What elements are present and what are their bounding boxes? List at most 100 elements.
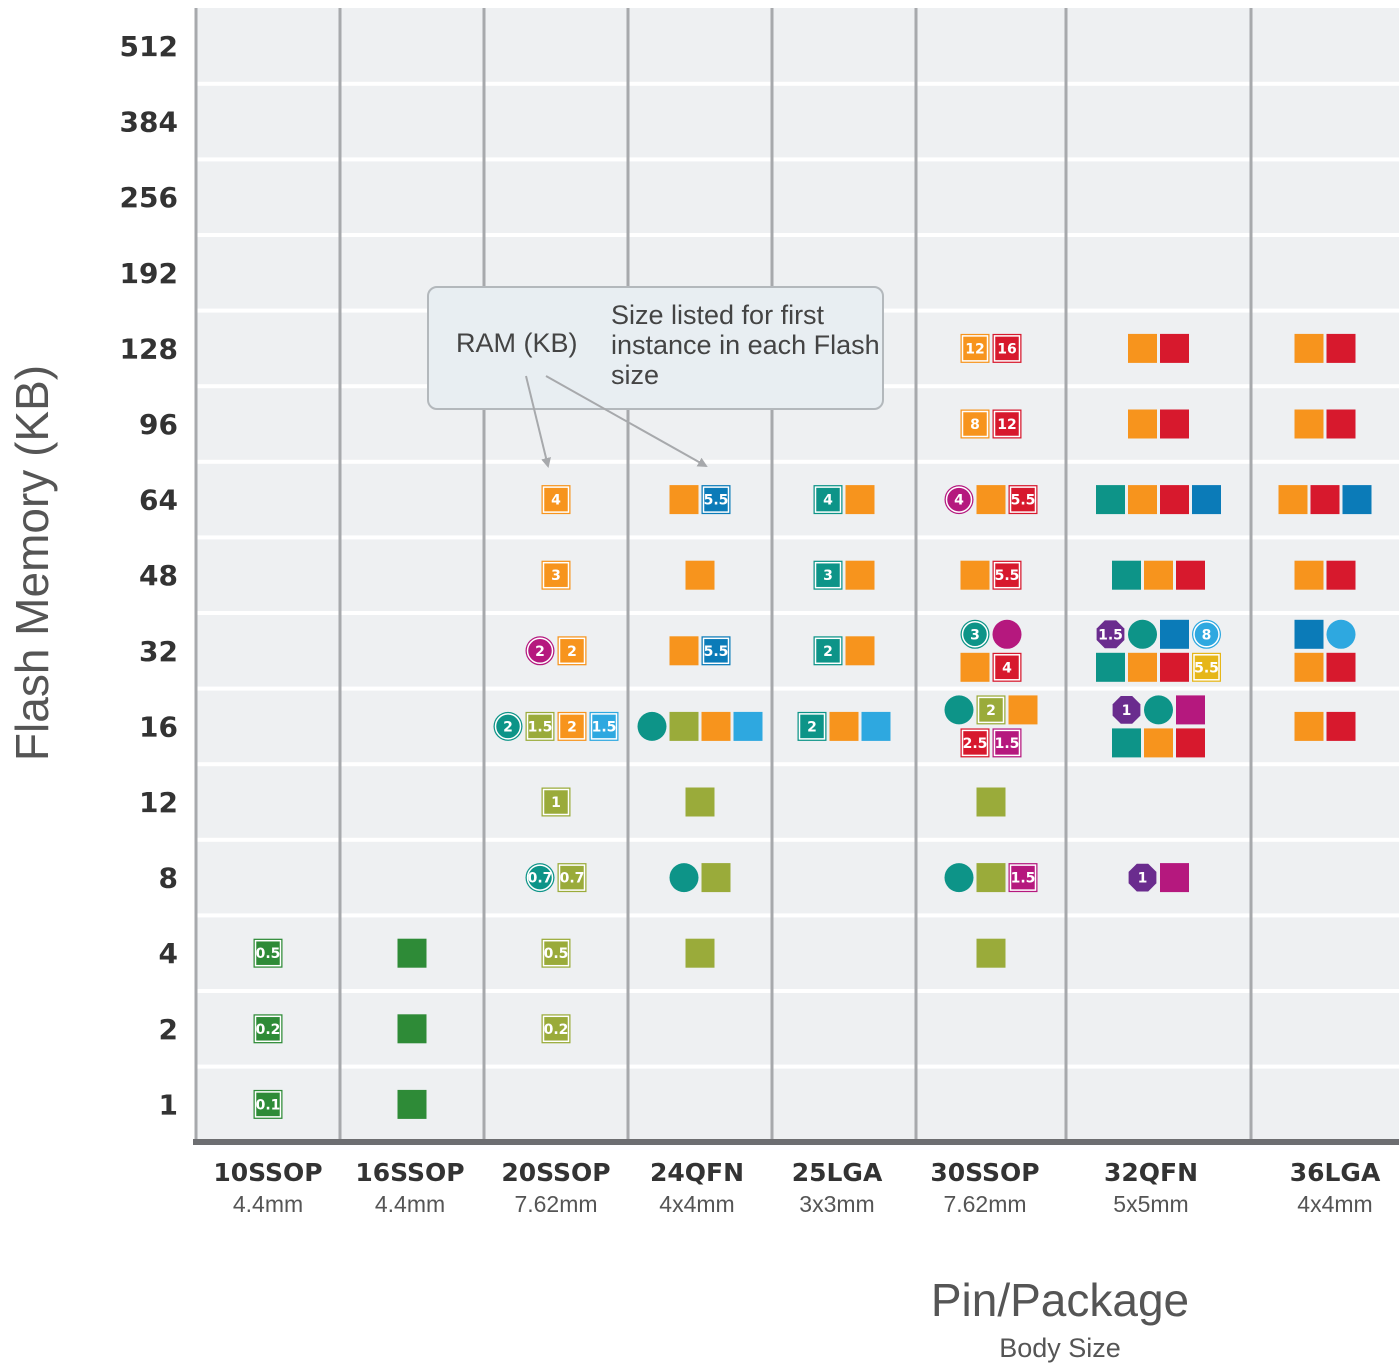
ram-marker-square <box>1294 333 1324 363</box>
ram-value-label: 4 <box>954 493 964 509</box>
row-band <box>196 841 1399 914</box>
ram-marker-square <box>813 560 843 590</box>
x-tick-sublabel: 5x5mm <box>1113 1191 1188 1217</box>
marker-group: 0.5 <box>253 938 283 968</box>
ram-marker-square <box>669 711 699 741</box>
marker-group: 4 <box>960 652 1022 682</box>
x-axis-subtitle: Body Size <box>999 1333 1121 1363</box>
marker-outline <box>814 486 842 513</box>
row-band <box>196 1068 1399 1139</box>
ram-value-label: 1 <box>551 795 561 811</box>
ram-value-label: 12 <box>965 341 984 357</box>
y-tick-label: 192 <box>120 257 178 290</box>
ram-marker-square <box>829 711 859 741</box>
x-tick-label: 32QFN <box>1104 1158 1198 1187</box>
ram-marker-square <box>813 485 843 515</box>
ram-value-label: 2 <box>807 719 817 735</box>
ram-marker-square <box>1160 485 1189 515</box>
ram-marker-circle <box>1144 695 1173 725</box>
ram-marker-square <box>1176 728 1205 758</box>
x-tick-sublabel: 4x4mm <box>659 1191 734 1217</box>
ram-marker-square <box>976 787 1006 817</box>
ram-marker-square <box>589 711 619 741</box>
marker-outline <box>702 486 730 513</box>
marker-outline <box>993 335 1021 362</box>
ram-marker-square <box>1096 485 1125 515</box>
ram-marker-square <box>397 1089 427 1119</box>
ram-value-label: 4 <box>551 493 561 509</box>
ram-marker-square <box>1294 560 1324 590</box>
marker-group: 3 <box>541 560 571 590</box>
x-tick-label: 36LGA <box>1290 1158 1381 1187</box>
marker-outline <box>542 788 570 816</box>
marker-group: 3 <box>960 619 1022 649</box>
ram-marker-circle <box>944 485 974 515</box>
ram-marker-square <box>253 1014 283 1044</box>
ram-marker-square <box>1326 560 1356 590</box>
x-tick-label: 20SSOP <box>501 1158 610 1187</box>
marker-group <box>685 938 715 968</box>
marker-group <box>1128 409 1189 439</box>
ram-value-label: 0.7 <box>528 871 553 887</box>
ram-marker-square <box>1096 652 1125 682</box>
ram-marker-square <box>976 938 1006 968</box>
ram-marker-square <box>1144 728 1173 758</box>
marker-group: 5.5 <box>1096 652 1221 682</box>
marker-group <box>1128 333 1189 363</box>
marker-group <box>1112 560 1205 590</box>
ram-marker-square <box>1160 333 1189 363</box>
marker-outline <box>814 561 842 589</box>
ram-value-label: 1.5 <box>1011 871 1036 887</box>
marker-outline <box>993 729 1021 757</box>
ram-marker-square <box>1192 652 1221 682</box>
marker-outline <box>526 637 554 665</box>
marker-group: 8 12 <box>960 409 1022 439</box>
ram-value-label: 5.5 <box>704 644 729 660</box>
y-tick-label: 48 <box>139 559 178 592</box>
ram-value-label: 16 <box>997 341 1016 357</box>
marker-group: 5.5 <box>960 560 1022 590</box>
marker-group: 12 16 <box>960 333 1022 363</box>
ram-marker-square <box>960 333 990 363</box>
y-tick-label: 16 <box>139 710 178 743</box>
ram-value-label: 0.5 <box>544 946 569 962</box>
ram-marker-square <box>1160 863 1189 893</box>
marker-group <box>397 938 427 968</box>
ram-marker-square <box>557 636 587 666</box>
ram-marker-circle <box>525 636 555 666</box>
ram-marker-square <box>1326 652 1356 682</box>
ram-marker-octagon <box>1128 863 1157 892</box>
ram-marker-square <box>1294 619 1324 649</box>
ram-value-label: 2 <box>535 644 545 660</box>
ram-marker-circle <box>637 711 667 741</box>
marker-group: 1 <box>541 787 571 817</box>
ram-marker-square <box>992 560 1022 590</box>
ram-marker-square <box>845 485 875 515</box>
ram-marker-square <box>1008 695 1038 725</box>
marker-group: 0.5 <box>541 938 571 968</box>
ram-marker-circle <box>1128 619 1157 649</box>
y-tick-label: 384 <box>120 106 178 139</box>
marker-group: 0.2 <box>253 1014 283 1044</box>
row-band <box>196 993 1399 1065</box>
ram-value-label: 2 <box>567 719 577 735</box>
ram-marker-circle <box>992 619 1022 649</box>
ram-marker-square <box>845 560 875 590</box>
marker-group: 1 <box>1112 695 1205 725</box>
marker-outline <box>702 637 730 665</box>
ram-value-label: 5.5 <box>704 493 729 509</box>
ram-value-label: 4 <box>1002 660 1012 676</box>
ram-marker-square <box>1342 485 1372 515</box>
row-band <box>196 539 1399 611</box>
x-tick-sublabel: 7.62mm <box>943 1191 1026 1217</box>
marker-outline <box>993 561 1021 589</box>
ram-marker-square <box>1128 652 1157 682</box>
ram-marker-square <box>976 485 1006 515</box>
ram-value-label: 0.1 <box>256 1097 281 1113</box>
ram-value-label: 1.5 <box>528 719 553 735</box>
ram-value-label: 2.5 <box>963 736 988 752</box>
marker-group: 1 <box>1128 863 1189 893</box>
x-tick-label: 24QFN <box>650 1158 744 1187</box>
marker-outline <box>814 637 842 665</box>
